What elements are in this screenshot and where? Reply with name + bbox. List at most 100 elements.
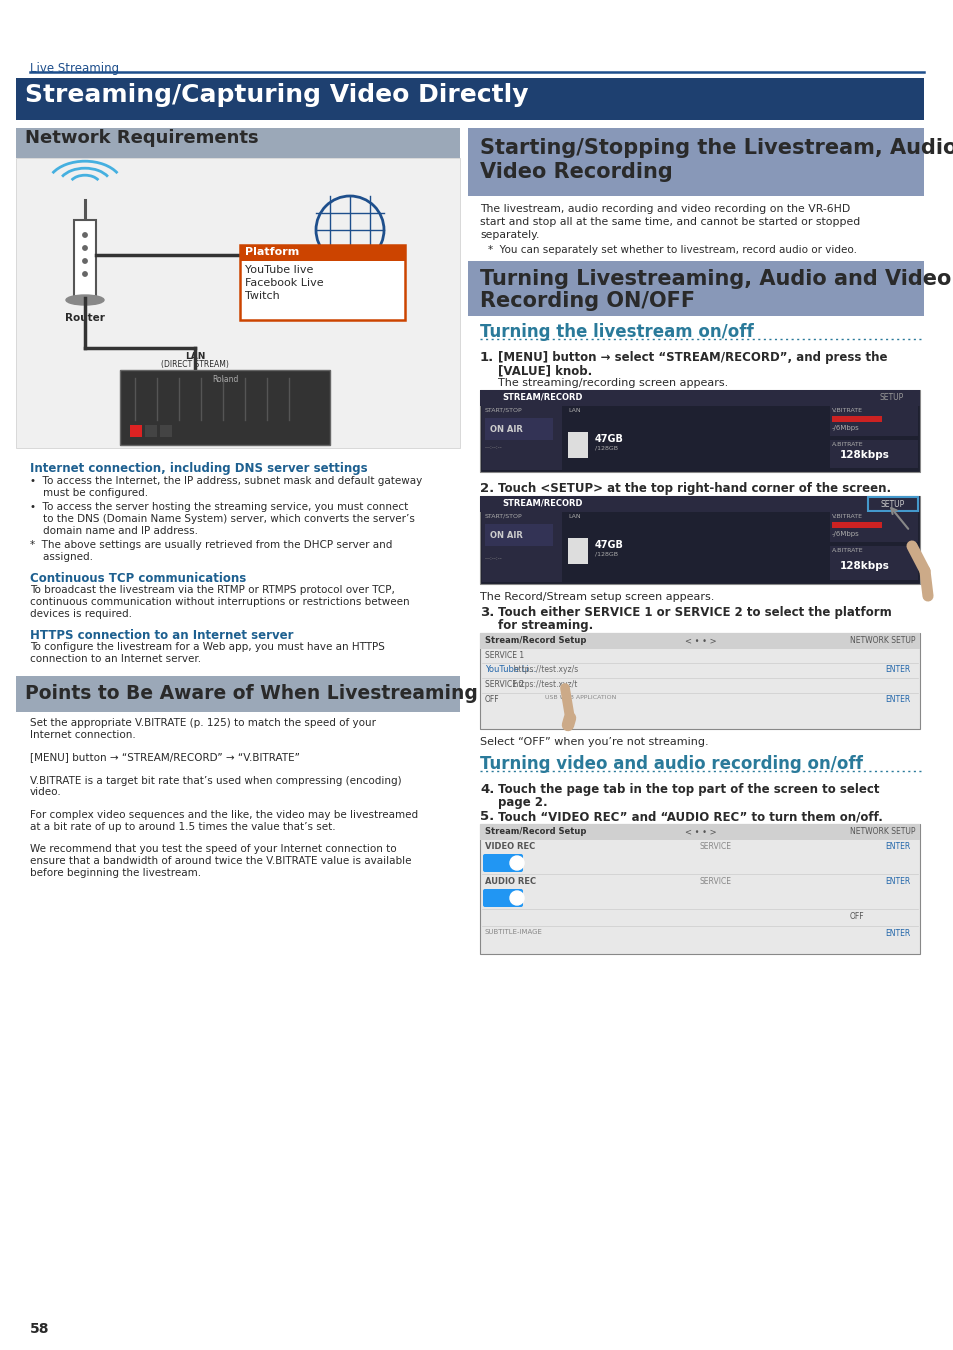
Text: Internet connection.: Internet connection. [30, 729, 135, 740]
FancyBboxPatch shape [831, 522, 882, 528]
Text: 4.: 4. [479, 783, 494, 796]
Text: 2.: 2. [479, 482, 494, 495]
Text: /128GB: /128GB [595, 446, 618, 450]
Text: Internet connection, including DNS server settings: Internet connection, including DNS serve… [30, 462, 367, 475]
Text: Platform: Platform [245, 247, 299, 256]
Text: OFF: OFF [484, 695, 499, 703]
Text: ensure that a bandwidth of around twice the V.BITRATE value is available: ensure that a bandwidth of around twice … [30, 856, 411, 865]
Text: 5.: 5. [479, 810, 494, 824]
Text: *  You can separately set whether to livestream, record audio or video.: * You can separately set whether to live… [488, 244, 856, 255]
Text: USB WEB APPLICATION: USB WEB APPLICATION [484, 695, 616, 701]
FancyBboxPatch shape [16, 78, 923, 120]
Text: Stream/Record Setup: Stream/Record Setup [484, 828, 586, 836]
Text: -/6Mbps: -/6Mbps [831, 425, 859, 431]
Text: V.BITRATE: V.BITRATE [831, 408, 862, 413]
Text: LAN: LAN [567, 514, 580, 518]
Text: video.: video. [30, 787, 62, 796]
Text: Roland: Roland [212, 375, 238, 383]
Text: start and stop all at the same time, and cannot be started or stopped: start and stop all at the same time, and… [479, 217, 860, 227]
Text: 58: 58 [30, 1322, 50, 1336]
Text: Points to Be Aware of When Livestreaming: Points to Be Aware of When Livestreaming [25, 684, 477, 703]
Text: NETWORK SETUP: NETWORK SETUP [849, 636, 915, 645]
Circle shape [83, 246, 87, 250]
Text: to the DNS (Domain Name System) server, which converts the server’s: to the DNS (Domain Name System) server, … [30, 514, 415, 524]
Text: NETWORK SETUP: NETWORK SETUP [849, 828, 915, 836]
Text: SERVICE: SERVICE [700, 842, 731, 850]
Text: Turning the livestream on/off: Turning the livestream on/off [479, 323, 753, 342]
FancyBboxPatch shape [16, 676, 459, 711]
FancyBboxPatch shape [120, 370, 330, 446]
FancyBboxPatch shape [482, 890, 522, 907]
Text: STREAM/RECORD: STREAM/RECORD [501, 393, 582, 402]
Text: separately.: separately. [479, 230, 538, 240]
Text: A.BITRATE: A.BITRATE [831, 548, 862, 554]
Text: LAN: LAN [185, 352, 205, 360]
Text: ENTER: ENTER [884, 929, 909, 938]
FancyBboxPatch shape [160, 425, 172, 437]
Text: https://test.xyz/s: https://test.xyz/s [484, 666, 578, 674]
Text: V.BITRATE: V.BITRATE [831, 514, 862, 518]
Circle shape [83, 271, 87, 277]
FancyBboxPatch shape [479, 390, 919, 472]
Text: Twitch: Twitch [245, 292, 279, 301]
FancyBboxPatch shape [829, 512, 917, 541]
Text: SETUP: SETUP [880, 500, 904, 509]
Text: STREAM/RECORD: STREAM/RECORD [501, 500, 582, 508]
Text: START/STOP: START/STOP [484, 408, 522, 413]
Text: Starting/Stopping the Livestream, Audio or: Starting/Stopping the Livestream, Audio … [479, 138, 953, 158]
FancyBboxPatch shape [479, 824, 919, 954]
Text: 47GB: 47GB [595, 540, 623, 549]
FancyBboxPatch shape [468, 261, 923, 316]
Text: before beginning the livestream.: before beginning the livestream. [30, 868, 201, 878]
FancyBboxPatch shape [145, 425, 157, 437]
Text: ON AIR: ON AIR [490, 425, 522, 433]
Text: Set the appropriate V.BITRATE (p. 125) to match the speed of your: Set the appropriate V.BITRATE (p. 125) t… [30, 718, 375, 728]
Text: VIDEO REC: VIDEO REC [484, 842, 535, 850]
Text: The livestream, audio recording and video recording on the VR-6HD: The livestream, audio recording and vide… [479, 204, 849, 215]
Text: 3.: 3. [479, 606, 494, 620]
Text: 1.: 1. [479, 351, 494, 364]
Text: ON AIR: ON AIR [490, 531, 522, 540]
FancyBboxPatch shape [829, 406, 917, 436]
Text: ENTER: ENTER [884, 878, 909, 886]
FancyBboxPatch shape [484, 418, 553, 440]
Text: ---:--:--: ---:--:-- [484, 556, 502, 562]
Text: Router: Router [65, 313, 105, 323]
FancyBboxPatch shape [479, 495, 919, 512]
Text: To configure the livestream for a Web app, you must have an HTTPS: To configure the livestream for a Web ap… [30, 643, 384, 652]
FancyBboxPatch shape [74, 220, 96, 298]
Ellipse shape [66, 296, 104, 305]
FancyBboxPatch shape [479, 495, 919, 585]
Text: domain name and IP address.: domain name and IP address. [30, 526, 198, 536]
Text: Turning video and audio recording on/off: Turning video and audio recording on/off [479, 755, 862, 774]
Text: devices is required.: devices is required. [30, 609, 132, 620]
Text: 128kbps: 128kbps [840, 450, 889, 460]
Text: To broadcast the livestream via the RTMP or RTMPS protocol over TCP,: To broadcast the livestream via the RTMP… [30, 585, 395, 595]
Text: Video Recording: Video Recording [479, 162, 672, 182]
Circle shape [510, 856, 523, 869]
FancyBboxPatch shape [484, 524, 553, 545]
FancyBboxPatch shape [567, 432, 587, 458]
Text: Continuous TCP communications: Continuous TCP communications [30, 572, 246, 585]
FancyBboxPatch shape [831, 416, 882, 423]
Text: Turning Livestreaming, Audio and Video: Turning Livestreaming, Audio and Video [479, 269, 950, 289]
Text: Streaming/Capturing Video Directly: Streaming/Capturing Video Directly [25, 82, 528, 107]
Text: /128GB: /128GB [595, 551, 618, 556]
Circle shape [83, 259, 87, 263]
Text: must be configured.: must be configured. [30, 487, 148, 498]
FancyBboxPatch shape [567, 539, 587, 564]
Text: at a bit rate of up to around 1.5 times the value that’s set.: at a bit rate of up to around 1.5 times … [30, 822, 335, 832]
Text: Touch the page tab in the top part of the screen to select: Touch the page tab in the top part of th… [497, 783, 879, 796]
FancyBboxPatch shape [829, 545, 917, 580]
FancyBboxPatch shape [479, 633, 919, 649]
Text: continuous communication without interruptions or restrictions between: continuous communication without interru… [30, 597, 409, 608]
FancyBboxPatch shape [16, 128, 459, 158]
Text: assigned.: assigned. [30, 552, 92, 562]
Text: LAN: LAN [567, 408, 580, 413]
FancyBboxPatch shape [479, 390, 919, 406]
FancyBboxPatch shape [16, 158, 459, 448]
Text: < • • >: < • • > [684, 637, 716, 647]
Text: HTTPS connection to an Internet server: HTTPS connection to an Internet server [30, 629, 294, 643]
Text: •  To access the server hosting the streaming service, you must connect: • To access the server hosting the strea… [30, 502, 408, 512]
Text: We recommend that you test the speed of your Internet connection to: We recommend that you test the speed of … [30, 845, 396, 855]
